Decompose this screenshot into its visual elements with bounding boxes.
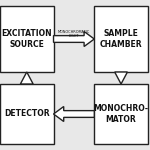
Text: DETECTOR: DETECTOR — [4, 110, 50, 118]
Bar — [94, 84, 148, 144]
Polygon shape — [54, 106, 94, 122]
Polygon shape — [54, 32, 94, 46]
Text: EXCITATION
SOURCE: EXCITATION SOURCE — [2, 29, 52, 49]
Bar — [0, 6, 54, 72]
Polygon shape — [20, 72, 33, 84]
Text: MONOCHRO-
MATOR: MONOCHRO- MATOR — [94, 104, 148, 124]
Polygon shape — [115, 72, 127, 84]
Text: SAMPLE
CHAMBER: SAMPLE CHAMBER — [100, 29, 142, 49]
Text: MONOCHROMATIC
LIGHT: MONOCHROMATIC LIGHT — [58, 30, 90, 38]
Bar — [94, 6, 148, 72]
Bar — [0, 84, 54, 144]
